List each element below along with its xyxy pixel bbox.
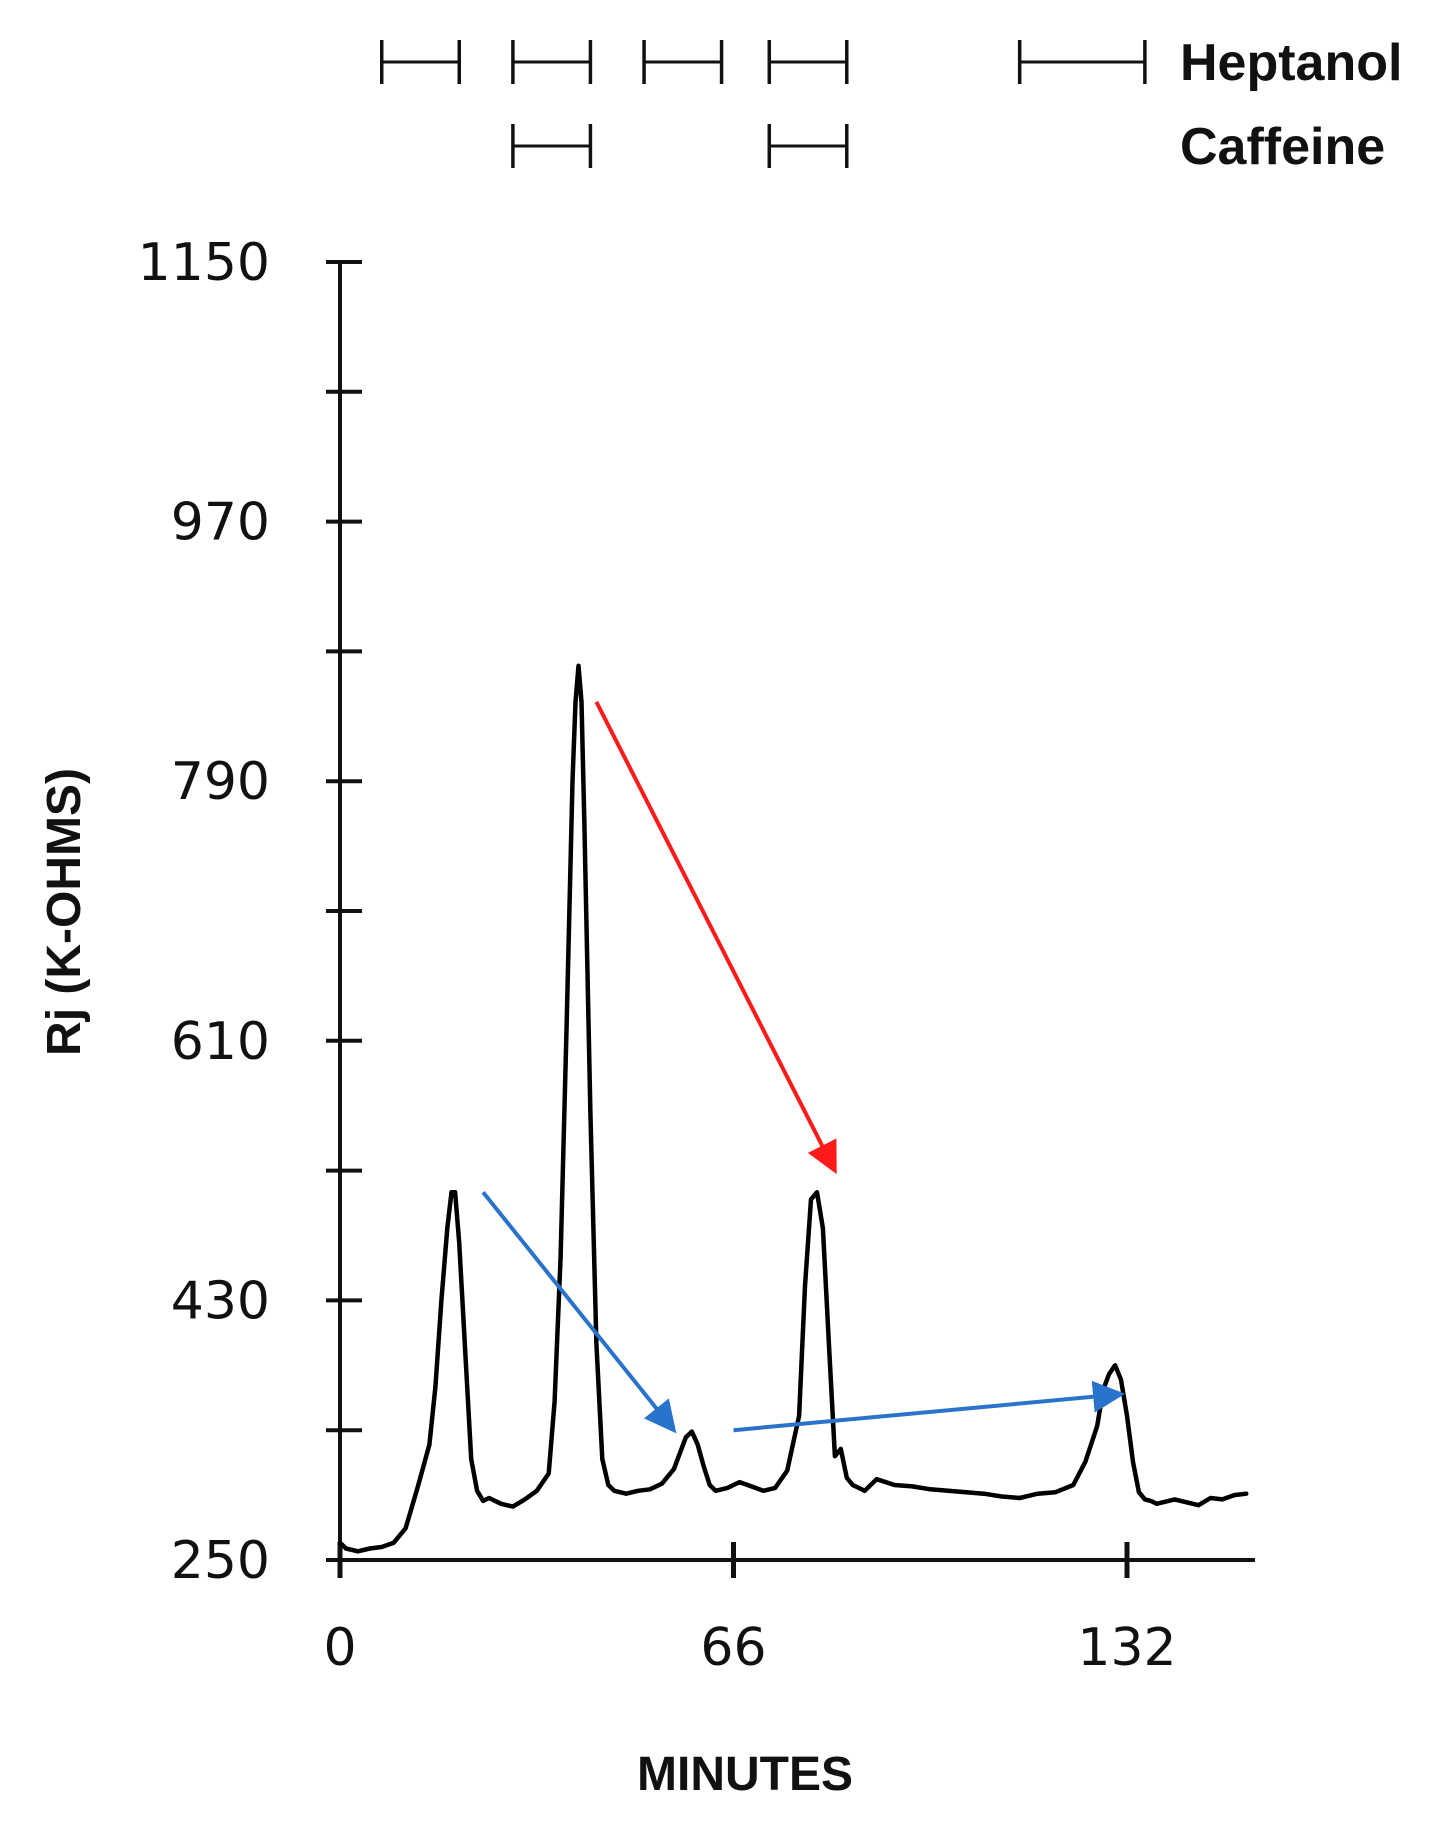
y-tick-label: 1150 xyxy=(138,233,270,293)
annotation-arrows xyxy=(481,700,1126,1434)
x-tick-label: 0 xyxy=(323,1618,356,1678)
y-tick-label: 430 xyxy=(171,1271,270,1331)
legend-label: Caffeine xyxy=(1180,118,1385,176)
data-line xyxy=(337,663,1249,1554)
x-tick-label: 66 xyxy=(700,1618,766,1678)
x-tick-label: 132 xyxy=(1077,1618,1176,1678)
annotation-arrow xyxy=(594,700,837,1175)
annotation-arrow xyxy=(733,1380,1126,1433)
y-tick-label: 790 xyxy=(171,752,270,812)
y-tick-label: 610 xyxy=(171,1012,270,1072)
y-axis-title: Rj (K-OHMS) xyxy=(38,768,91,1056)
y-tick-label: 250 xyxy=(171,1531,270,1591)
data-series xyxy=(337,663,1249,1554)
treatment-legend: Heptanol Caffeine xyxy=(379,34,1402,176)
axes: 250 430 610 790 970 1150 0 66 132 xyxy=(138,233,1255,1678)
annotation-arrow xyxy=(481,1190,677,1434)
legend-label: Heptanol xyxy=(1180,34,1402,92)
x-axis-title: MINUTES xyxy=(637,1748,853,1801)
y-tick-label: 970 xyxy=(171,493,270,553)
